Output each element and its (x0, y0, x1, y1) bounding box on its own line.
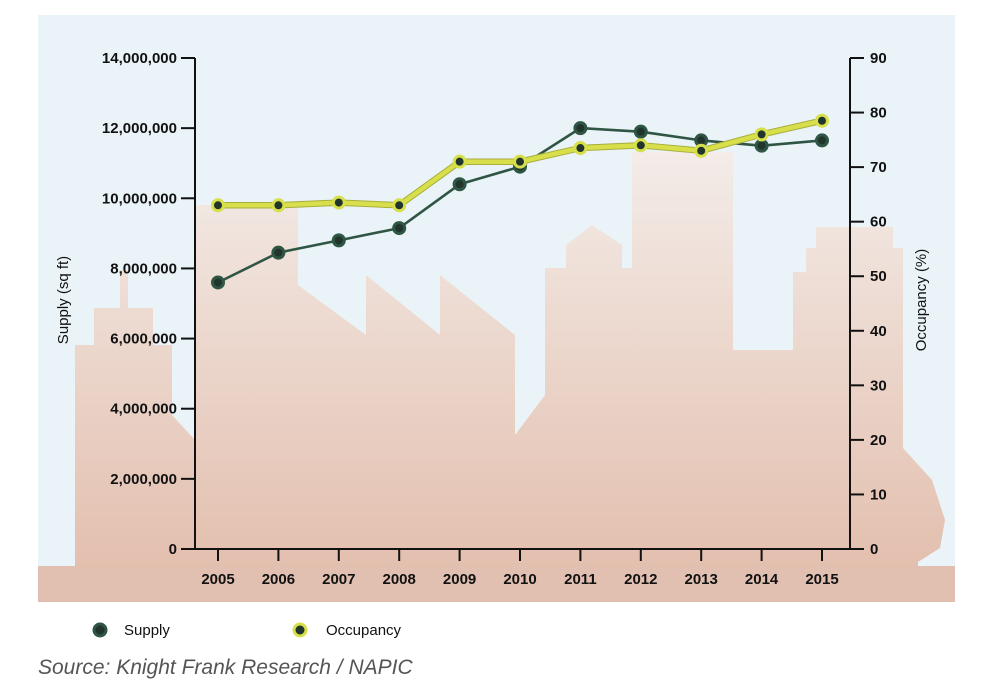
supply-point (452, 177, 467, 192)
y-tick-label: 10,000,000 (102, 190, 177, 207)
occupancy-point (513, 154, 527, 169)
x-tick-label: 2010 (503, 571, 536, 588)
y-tick-label: 4,000,000 (110, 401, 177, 418)
legend-marker-supply (92, 622, 108, 638)
x-tick-label: 2011 (564, 571, 597, 588)
occupancy-point (331, 195, 346, 210)
source-note: Source: Knight Frank Research / NAPIC (38, 656, 413, 679)
occupancy-point (211, 198, 225, 213)
x-tick-label: 2013 (685, 571, 718, 588)
ground-strip (38, 566, 955, 602)
y-axis-title: Supply (sq ft) (55, 256, 72, 344)
supply-point (754, 138, 769, 153)
x-tick-label: 2007 (322, 571, 355, 588)
supply-point (573, 121, 588, 136)
x-tick-label: 2014 (745, 571, 779, 588)
supply-point (815, 133, 829, 148)
y2-tick-label: 90 (870, 50, 887, 67)
y-tick-label: 0 (169, 541, 177, 558)
y2-tick-label: 10 (870, 486, 887, 503)
x-tick-label: 2012 (624, 571, 657, 588)
right-axis-labels: 0 10 20 30 40 50 60 70 80 90 (870, 50, 887, 558)
occupancy-point (392, 198, 407, 213)
occupancy-point (573, 141, 588, 156)
y2-tick-label: 80 (870, 105, 887, 122)
y2-tick-label: 30 (870, 377, 887, 394)
x-tick-label: 2009 (443, 571, 476, 588)
legend-label-supply: Supply (124, 622, 170, 639)
supply-point (392, 221, 407, 236)
x-tick-label: 2005 (201, 571, 234, 588)
occupancy-point (694, 143, 709, 158)
y2-tick-label: 60 (870, 214, 887, 231)
y2-axis-title: Occupancy (%) (913, 249, 930, 352)
occupancy-point (633, 138, 648, 153)
y2-tick-label: 70 (870, 159, 887, 176)
supply-point (633, 124, 648, 139)
y2-tick-label: 40 (870, 323, 887, 340)
y2-tick-label: 20 (870, 432, 887, 449)
supply-point (331, 233, 346, 248)
supply-point (211, 275, 225, 290)
y-tick-label: 2,000,000 (110, 471, 177, 488)
occupancy-point (271, 198, 286, 213)
occupancy-point (754, 127, 769, 142)
legend: Supply Occupancy (92, 622, 402, 639)
occupancy-point (452, 154, 467, 169)
y-tick-label: 14,000,000 (102, 50, 177, 67)
legend-marker-occupancy (292, 622, 308, 638)
legend-label-occupancy: Occupancy (326, 622, 402, 639)
axes (181, 57, 864, 561)
y-tick-label: 6,000,000 (110, 331, 177, 348)
supply-point (271, 245, 286, 260)
y2-tick-label: 50 (870, 268, 887, 285)
x-tick-label: 2006 (262, 571, 295, 588)
skyline-illustration (75, 152, 945, 568)
y-tick-label: 8,000,000 (110, 260, 177, 277)
x-tick-label: 2015 (805, 571, 838, 588)
series-layer (211, 113, 829, 290)
y2-tick-label: 0 (870, 541, 878, 558)
x-axis-labels: 2005 2006 2007 2008 2009 2010 2011 2012 2013 2014… (201, 571, 838, 588)
occupancy-point (815, 113, 829, 128)
x-tick-label: 2008 (383, 571, 416, 588)
y-tick-label: 12,000,000 (102, 120, 177, 137)
left-axis-labels: 0 2,000,000 4,000,000 6,000,000 8,000,000 10,… (102, 50, 177, 558)
